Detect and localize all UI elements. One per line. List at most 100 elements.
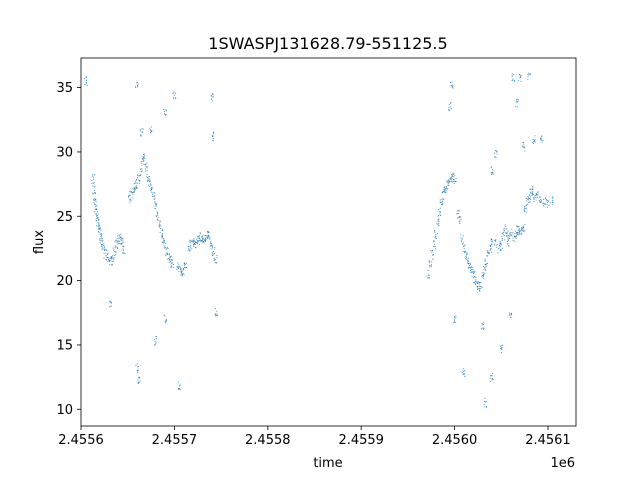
data-point: [516, 225, 518, 227]
data-point: [481, 276, 483, 278]
data-point: [450, 85, 452, 87]
data-point: [94, 192, 96, 194]
data-point: [453, 319, 455, 321]
data-point: [206, 237, 209, 239]
data-point: [133, 186, 135, 188]
data-point: [93, 189, 95, 192]
data-point: [180, 274, 182, 276]
data-point: [521, 145, 523, 147]
data-point: [449, 177, 451, 179]
data-point: [211, 247, 214, 249]
data-point: [503, 239, 506, 241]
data-point: [91, 182, 93, 184]
data-point: [170, 261, 172, 263]
data-point: [517, 99, 519, 101]
data-point: [438, 222, 440, 224]
data-point: [171, 267, 173, 269]
x-tick-label: 2.4558: [245, 433, 291, 448]
data-point: [484, 258, 486, 260]
data-point: [438, 225, 440, 227]
data-point: [463, 370, 465, 372]
data-point: [532, 188, 534, 190]
data-point: [506, 232, 508, 234]
data-point: [481, 287, 483, 289]
data-point: [149, 127, 151, 129]
data-point: [163, 240, 165, 242]
data-point: [428, 274, 430, 276]
data-point: [538, 199, 540, 201]
data-point: [108, 260, 111, 262]
data-point: [170, 255, 172, 257]
data-point: [543, 203, 545, 205]
data-point: [447, 181, 449, 183]
data-point: [520, 230, 522, 232]
data-point: [142, 158, 144, 160]
x-axis-label: time: [313, 456, 342, 471]
data-point: [471, 270, 473, 273]
data-point: [435, 235, 437, 237]
data-point: [171, 265, 173, 267]
data-point: [150, 126, 152, 128]
data-point: [177, 381, 179, 383]
data-point: [486, 250, 488, 252]
data-point: [172, 266, 174, 268]
data-point: [134, 189, 136, 191]
data-point: [195, 247, 197, 249]
data-point: [176, 268, 178, 270]
data-point: [471, 266, 473, 268]
data-point: [540, 199, 542, 201]
data-point: [452, 321, 454, 323]
data-point: [168, 261, 170, 264]
data-point: [526, 200, 528, 202]
data-point: [462, 237, 464, 239]
data-point: [539, 201, 541, 204]
data-point: [113, 256, 115, 259]
data-point: [524, 207, 526, 209]
data-point: [107, 260, 109, 262]
data-point: [106, 257, 108, 259]
data-point: [158, 224, 160, 226]
data-point: [468, 266, 470, 268]
data-point: [439, 211, 441, 213]
data-point: [529, 198, 531, 200]
data-point: [209, 236, 211, 239]
data-point: [514, 235, 516, 237]
data-point: [534, 135, 536, 137]
data-point: [448, 180, 450, 182]
data-point: [442, 203, 444, 205]
data-points: [84, 72, 554, 408]
data-point: [503, 228, 505, 230]
data-point: [135, 364, 137, 367]
data-point: [94, 186, 96, 188]
data-point: [99, 238, 101, 240]
data-point: [196, 238, 198, 240]
data-point: [189, 250, 191, 252]
data-point: [207, 235, 209, 237]
data-point: [482, 328, 485, 330]
data-point: [502, 232, 504, 234]
data-point: [141, 127, 143, 129]
data-point: [163, 247, 166, 249]
data-point: [150, 185, 152, 187]
data-point: [533, 198, 535, 200]
data-point: [512, 237, 514, 239]
data-point: [203, 238, 205, 240]
data-point: [97, 216, 99, 218]
data-point: [467, 260, 470, 262]
data-point: [122, 252, 124, 254]
data-point: [454, 321, 456, 323]
data-point: [535, 199, 537, 201]
data-point: [501, 244, 503, 246]
data-point: [190, 247, 192, 249]
data-point: [436, 238, 438, 240]
data-point: [119, 239, 122, 241]
data-point: [155, 208, 157, 210]
data-point: [141, 164, 143, 166]
data-point: [484, 406, 486, 408]
data-point: [211, 244, 213, 246]
data-point: [162, 233, 164, 235]
data-point: [453, 172, 455, 174]
y-tick-label: 10: [56, 403, 73, 418]
data-point: [139, 175, 141, 177]
data-point: [165, 249, 167, 251]
